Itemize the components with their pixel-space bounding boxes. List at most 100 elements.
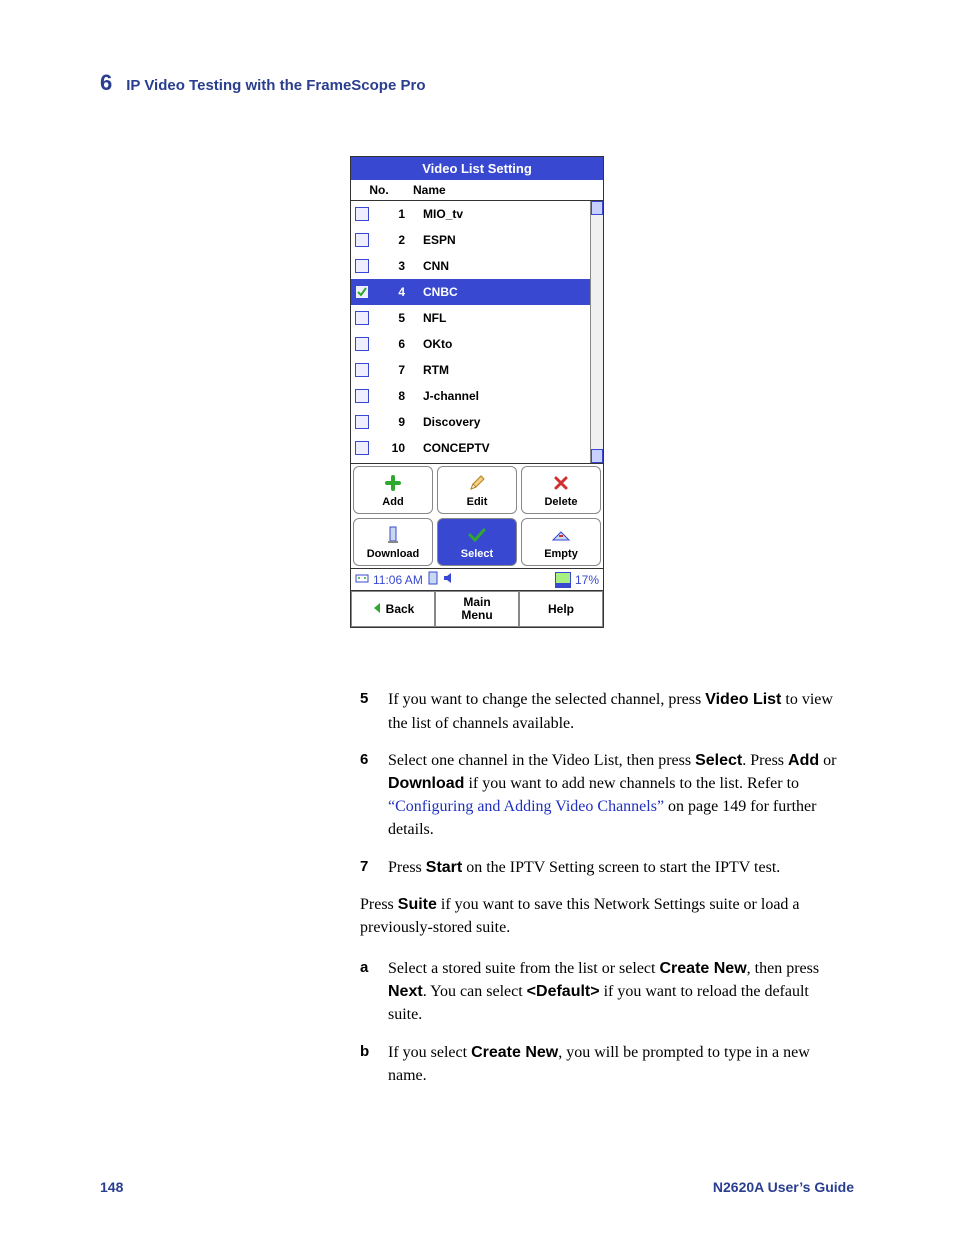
download-icon bbox=[386, 526, 400, 544]
list-item[interactable]: 3CNN bbox=[351, 253, 590, 279]
ui-term: Add bbox=[788, 752, 819, 769]
checkbox[interactable] bbox=[355, 311, 369, 325]
checkbox[interactable] bbox=[355, 415, 369, 429]
text: or bbox=[819, 752, 836, 769]
row-name: CNBC bbox=[413, 285, 590, 299]
checkbox[interactable] bbox=[355, 259, 369, 273]
select-button[interactable]: Select bbox=[437, 518, 517, 566]
device-title: Video List Setting bbox=[351, 157, 603, 180]
help-label: Help bbox=[548, 603, 574, 616]
text: on the IPTV Setting screen to start the … bbox=[462, 859, 780, 876]
empty-icon bbox=[551, 526, 571, 544]
battery-icon bbox=[555, 572, 571, 588]
list-item[interactable]: 9Discovery bbox=[351, 409, 590, 435]
row-number: 5 bbox=[369, 311, 413, 325]
checkbox[interactable] bbox=[355, 285, 369, 299]
chapter-number: 6 bbox=[100, 70, 112, 96]
battery-percent: 17% bbox=[575, 573, 599, 587]
ui-term: Create New bbox=[659, 960, 746, 977]
ui-term: Next bbox=[388, 983, 423, 1000]
list-item[interactable]: 2ESPN bbox=[351, 227, 590, 253]
row-number: 1 bbox=[369, 207, 413, 221]
edit-button[interactable]: Edit bbox=[437, 466, 517, 514]
check-icon bbox=[468, 526, 486, 544]
checkbox[interactable] bbox=[355, 363, 369, 377]
download-label: Download bbox=[367, 548, 420, 560]
help-button[interactable]: Help bbox=[519, 591, 603, 627]
cross-reference-link[interactable]: “Configuring and Adding Video Channels” bbox=[388, 798, 664, 815]
step-letter: b bbox=[360, 1041, 374, 1087]
text: Press bbox=[360, 896, 398, 913]
chapter-title: IP Video Testing with the FrameScope Pro bbox=[126, 77, 425, 94]
row-number: 6 bbox=[369, 337, 413, 351]
list-header: No. Name bbox=[351, 180, 603, 201]
text: Select a stored suite from the list or s… bbox=[388, 960, 659, 977]
back-label: Back bbox=[386, 603, 415, 616]
text: Select one channel in the Video List, th… bbox=[388, 752, 695, 769]
checkbox[interactable] bbox=[355, 389, 369, 403]
step-letter: a bbox=[360, 957, 374, 1027]
row-number: 10 bbox=[369, 441, 413, 455]
ui-term: Video List bbox=[705, 691, 781, 708]
text: If you select bbox=[388, 1044, 471, 1061]
list-item[interactable]: 4CNBC bbox=[351, 279, 590, 305]
row-number: 3 bbox=[369, 259, 413, 273]
checkbox[interactable] bbox=[355, 207, 369, 221]
back-icon bbox=[372, 602, 382, 617]
column-name: Name bbox=[407, 183, 603, 197]
back-button[interactable]: Back bbox=[351, 591, 435, 627]
plus-icon bbox=[385, 474, 401, 492]
list-item[interactable]: 6OKto bbox=[351, 331, 590, 357]
text: if you want to add new channels to the l… bbox=[464, 775, 799, 792]
list-item[interactable]: 1MIO_tv bbox=[351, 201, 590, 227]
row-number: 2 bbox=[369, 233, 413, 247]
row-name: RTM bbox=[413, 363, 590, 377]
text: . Press bbox=[742, 752, 788, 769]
ui-term: Download bbox=[388, 775, 464, 792]
delete-label: Delete bbox=[544, 496, 577, 508]
card-icon bbox=[427, 571, 439, 588]
step-number: 7 bbox=[360, 856, 374, 879]
row-name: ESPN bbox=[413, 233, 590, 247]
sound-icon bbox=[443, 572, 455, 587]
link-icon bbox=[355, 572, 369, 587]
row-number: 8 bbox=[369, 389, 413, 403]
ui-term: <Default> bbox=[527, 983, 600, 1000]
select-label: Select bbox=[461, 548, 493, 560]
text: , then press bbox=[747, 960, 819, 977]
edit-icon bbox=[469, 474, 485, 492]
empty-label: Empty bbox=[544, 548, 578, 560]
checkbox[interactable] bbox=[355, 233, 369, 247]
row-name: CONCEPTV bbox=[413, 441, 590, 455]
checkbox[interactable] bbox=[355, 337, 369, 351]
scrollbar[interactable] bbox=[590, 201, 603, 463]
row-name: Discovery bbox=[413, 415, 590, 429]
list-item[interactable]: 8J-channel bbox=[351, 383, 590, 409]
status-bar: 11:06 AM 17% bbox=[351, 568, 603, 590]
download-button[interactable]: Download bbox=[353, 518, 433, 566]
status-time: 11:06 AM bbox=[373, 573, 423, 587]
row-number: 9 bbox=[369, 415, 413, 429]
list-item[interactable]: 7RTM bbox=[351, 357, 590, 383]
text: If you want to change the selected chann… bbox=[388, 691, 705, 708]
ui-term: Select bbox=[695, 752, 742, 769]
add-button[interactable]: Add bbox=[353, 466, 433, 514]
device-screenshot: Video List Setting No. Name 1MIO_tv2ESPN… bbox=[350, 156, 604, 628]
list-item[interactable]: 10CONCEPTV bbox=[351, 435, 590, 461]
list-item[interactable]: 5NFL bbox=[351, 305, 590, 331]
doc-title: N2620A User’s Guide bbox=[713, 1179, 854, 1195]
text: Press bbox=[388, 859, 426, 876]
text: . You can select bbox=[423, 983, 527, 1000]
page-content: 5 If you want to change the selected cha… bbox=[360, 688, 844, 1087]
row-name: CNN bbox=[413, 259, 590, 273]
empty-button[interactable]: Empty bbox=[521, 518, 601, 566]
ui-term: Start bbox=[426, 859, 462, 876]
step-number: 6 bbox=[360, 749, 374, 842]
step-number: 5 bbox=[360, 688, 374, 734]
delete-button[interactable]: Delete bbox=[521, 466, 601, 514]
row-number: 4 bbox=[369, 285, 413, 299]
main-menu-button[interactable]: Main Menu bbox=[435, 591, 519, 627]
add-label: Add bbox=[382, 496, 403, 508]
page-number: 148 bbox=[100, 1179, 123, 1195]
checkbox[interactable] bbox=[355, 441, 369, 455]
